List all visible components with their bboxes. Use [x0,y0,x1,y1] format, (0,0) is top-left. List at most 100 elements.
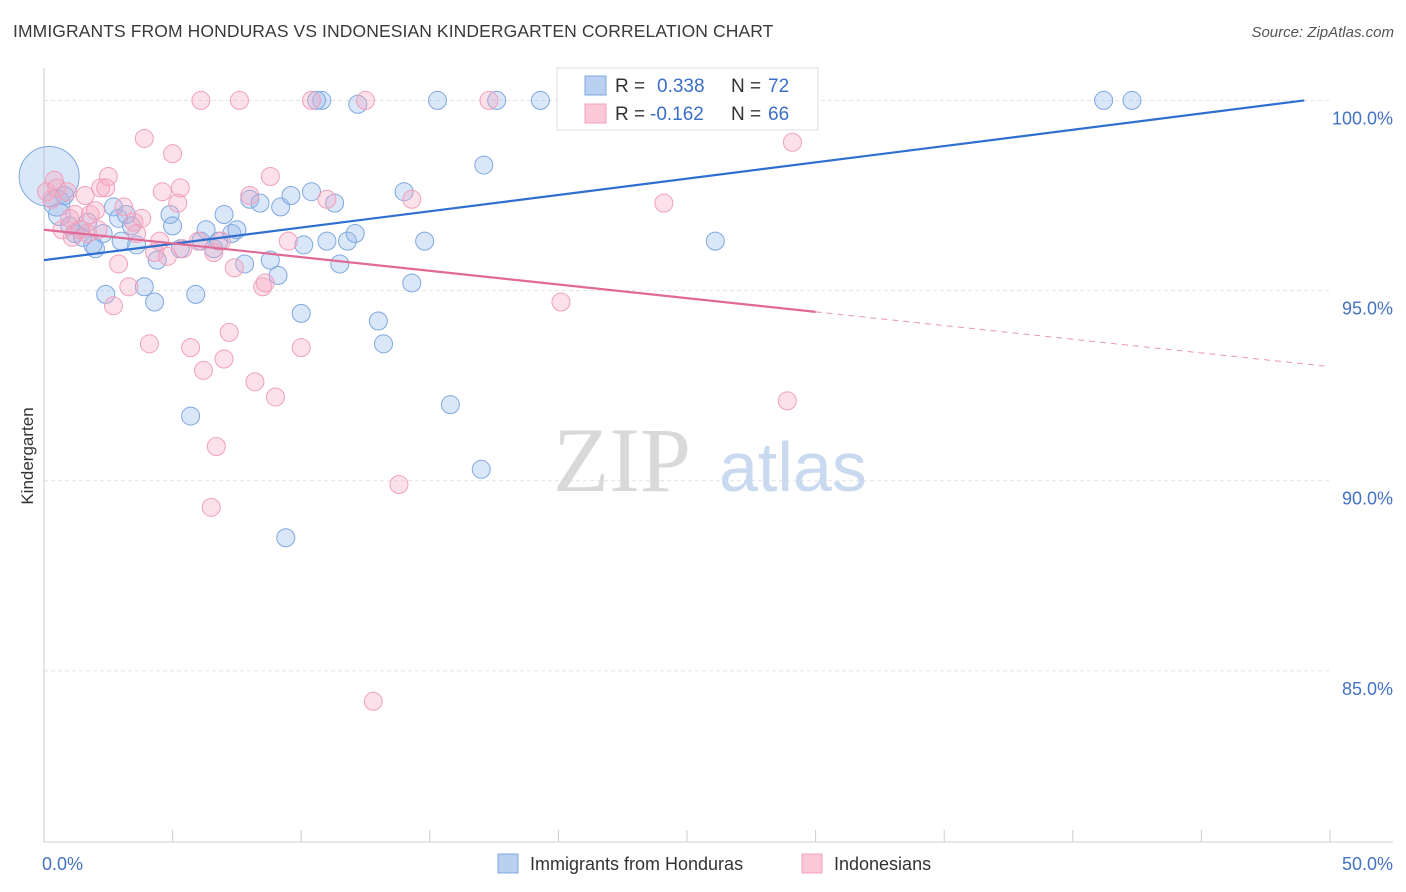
honduras-point-64 [705,231,725,251]
indonesians-point-29 [193,360,213,380]
indonesians-point-1 [42,189,62,209]
indonesians-point-27 [181,338,201,358]
honduras-point-32 [235,254,255,274]
indonesians-point-12 [98,166,118,186]
indonesians-point-47 [402,189,422,209]
indonesians-point-61 [132,208,152,228]
honduras-point-50 [368,311,388,331]
stats-n-label-indonesians: N = [731,104,761,125]
honduras-point-58 [474,155,494,175]
honduras-point-18 [145,292,165,312]
trend-line-indonesians [43,228,816,313]
indonesians-point-56 [96,178,116,198]
honduras-point-0 [18,145,80,207]
watermark-atlas: atlas [719,428,867,506]
honduras-point-29 [214,205,234,225]
honduras-point-57 [471,459,491,479]
honduras-point-56 [440,395,460,415]
indonesians-point-9 [80,205,100,225]
stats-r-label-honduras: R = [615,76,645,97]
honduras-point-67 [1094,90,1114,110]
series-honduras-points [18,90,1142,548]
honduras-point-11 [96,284,116,304]
indonesians-point-14 [109,254,129,274]
indonesians-point-13 [103,296,123,316]
indonesians-point-8 [75,185,95,205]
stats-r-value-indonesians: -0.162 [650,104,704,125]
chart-source: Source: ZipAtlas.com [1251,24,1394,41]
stats-swatch-honduras [584,75,607,96]
indonesians-point-2 [47,178,67,198]
indonesians-point-10 [85,201,105,221]
indonesians-point-53 [191,90,211,110]
indonesians-point-51 [777,391,797,411]
indonesians-point-52 [782,132,802,152]
honduras-point-39 [281,185,301,205]
axes [43,68,1393,843]
indonesians-point-25 [168,193,188,213]
trend-line-honduras [43,99,1305,262]
watermark-zip: ZIP [553,409,691,511]
indonesians-point-64 [278,231,298,251]
tick-labels: 100.0% 95.0% 90.0% 85.0% 0.0% 50.0% [42,108,1393,874]
honduras-point-43 [312,90,332,110]
honduras-point-23 [181,406,201,426]
indonesians-point-43 [317,189,337,209]
honduras-point-68 [1122,90,1142,110]
honduras-point-51 [374,334,394,354]
honduras-point-54 [415,231,435,251]
legend-label-indonesians: Indonesians [834,854,931,874]
series-indonesians-points [37,90,802,711]
indonesians-point-44 [356,90,375,110]
indonesians-point-41 [291,338,311,358]
indonesians-point-49 [551,292,571,312]
grid-lines [44,99,1330,672]
indonesians-point-42 [301,90,321,110]
honduras-point-48 [345,224,365,244]
indonesians-point-15 [114,197,134,217]
x-tick-label-0: 0.0% [42,854,83,874]
honduras-point-41 [294,235,314,255]
indonesians-point-4 [57,182,77,202]
indonesians-point-33 [219,322,239,342]
stats-n-label-honduras: N = [731,76,761,97]
indonesians-point-21 [145,243,165,263]
honduras-point-44 [317,231,337,251]
honduras-point-52 [394,182,414,202]
stats-legend: R = 0.338 N = 72 R = -0.162 N = 66 [556,67,819,131]
honduras-point-19 [147,250,167,270]
indonesians-point-22 [152,182,172,202]
indonesians-point-31 [206,436,226,456]
indonesians-point-32 [214,349,234,369]
trend-lines [43,99,1331,368]
y-tick-label-0: 100.0% [1332,108,1393,128]
indonesians-point-36 [240,185,260,205]
indonesians-point-48 [479,90,499,110]
indonesians-point-23 [157,246,177,266]
honduras-point-40 [291,303,311,323]
honduras-point-60 [530,90,550,110]
honduras-point-69 [307,90,327,110]
honduras-point-14 [116,205,136,225]
indonesians-point-39 [260,166,280,186]
indonesians-point-6 [65,205,85,225]
indonesians-point-11 [91,178,111,198]
indonesians-point-45 [363,691,383,711]
honduras-point-59 [487,90,507,110]
indonesians-point-34 [224,258,244,278]
y-tick-label-3: 85.0% [1342,679,1393,699]
indonesians-point-37 [245,372,265,392]
honduras-point-24 [186,284,206,304]
indonesians-point-40 [265,387,285,407]
indonesians-point-20 [139,334,159,354]
indonesians-point-35 [229,90,249,110]
indonesians-point-24 [163,144,183,164]
indonesians-point-58 [170,178,190,198]
stats-n-value-honduras: 72 [768,76,789,97]
legend-label-honduras: Immigrants from Honduras [530,854,743,874]
y-tick-label-2: 90.0% [1342,489,1393,509]
honduras-point-55 [428,90,448,110]
indonesians-point-60 [255,273,275,293]
honduras-point-20 [160,205,180,225]
